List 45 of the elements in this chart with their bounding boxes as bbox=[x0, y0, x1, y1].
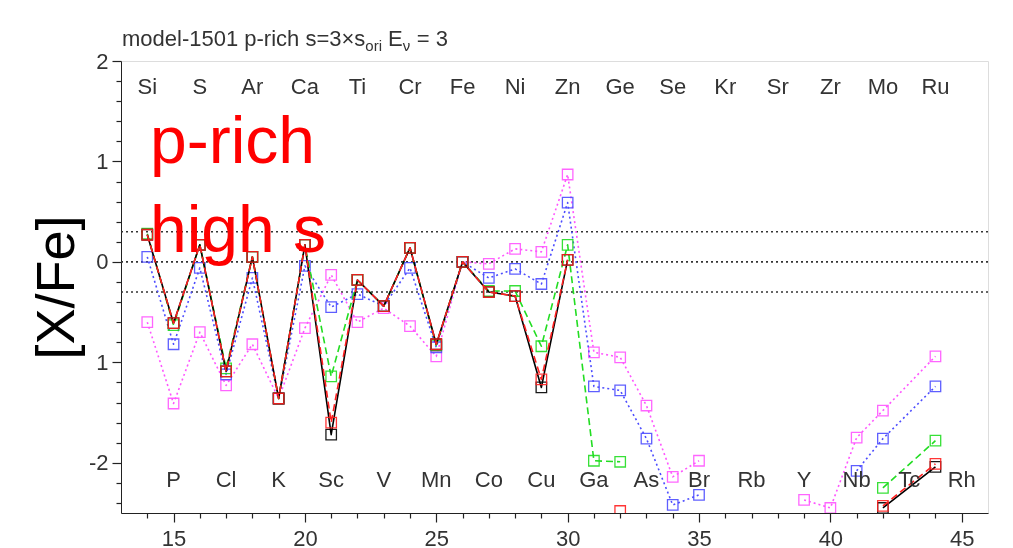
annotation: Zr bbox=[819, 74, 841, 99]
annotation: P bbox=[166, 467, 181, 492]
annotation: As bbox=[633, 467, 660, 492]
x-tick-label: 25 bbox=[424, 525, 450, 548]
annotation: Br bbox=[688, 467, 710, 492]
annotation: Ca bbox=[290, 74, 320, 99]
x-tick-label: 45 bbox=[949, 525, 975, 548]
annotation: S bbox=[192, 74, 208, 99]
annotation: V bbox=[376, 467, 392, 492]
annotation: Ga bbox=[579, 467, 610, 492]
annotation: Se bbox=[659, 74, 687, 99]
annotation: Kr bbox=[714, 74, 737, 99]
annotation: Fe bbox=[449, 74, 476, 99]
annotation: K bbox=[271, 467, 287, 492]
annotation: p-rich bbox=[150, 103, 316, 177]
annotation: Mo bbox=[867, 74, 899, 99]
annotation: Mn bbox=[420, 467, 452, 492]
annotation: Y bbox=[796, 467, 812, 492]
annotation: Ni bbox=[504, 74, 526, 99]
annotation: Rh bbox=[947, 467, 976, 492]
annotation: Cl bbox=[215, 467, 237, 492]
annotation: Ge bbox=[605, 74, 635, 99]
annotation: Zn bbox=[554, 74, 581, 99]
y-tick-label: -2 bbox=[88, 450, 109, 476]
x-tick-label: 40 bbox=[818, 525, 844, 548]
annotation: Sc bbox=[318, 467, 345, 492]
y-tick-label: 1 bbox=[96, 349, 109, 375]
annotation: Sr bbox=[766, 74, 789, 99]
annotation: Ti bbox=[348, 74, 367, 99]
annotation: Cr bbox=[398, 74, 422, 99]
annotation: Ar bbox=[241, 74, 264, 99]
y-tick-label: 2 bbox=[96, 48, 109, 74]
y-axis-title: [X/Fe] bbox=[24, 215, 85, 360]
y-tick-label: 0 bbox=[96, 249, 109, 275]
annotation: Si bbox=[137, 74, 158, 99]
annotation: Co bbox=[474, 467, 503, 492]
annotation: Ru bbox=[921, 74, 950, 99]
x-tick-label: 35 bbox=[687, 525, 712, 548]
annotation: Rb bbox=[737, 467, 766, 492]
annotation: Nb bbox=[842, 467, 871, 492]
x-tick-label: 15 bbox=[161, 525, 187, 548]
y-tick-label: 1 bbox=[96, 148, 109, 174]
annotation: Cu bbox=[527, 467, 556, 492]
x-tick-label: 20 bbox=[293, 525, 318, 548]
x-tick-label: 30 bbox=[555, 525, 581, 548]
